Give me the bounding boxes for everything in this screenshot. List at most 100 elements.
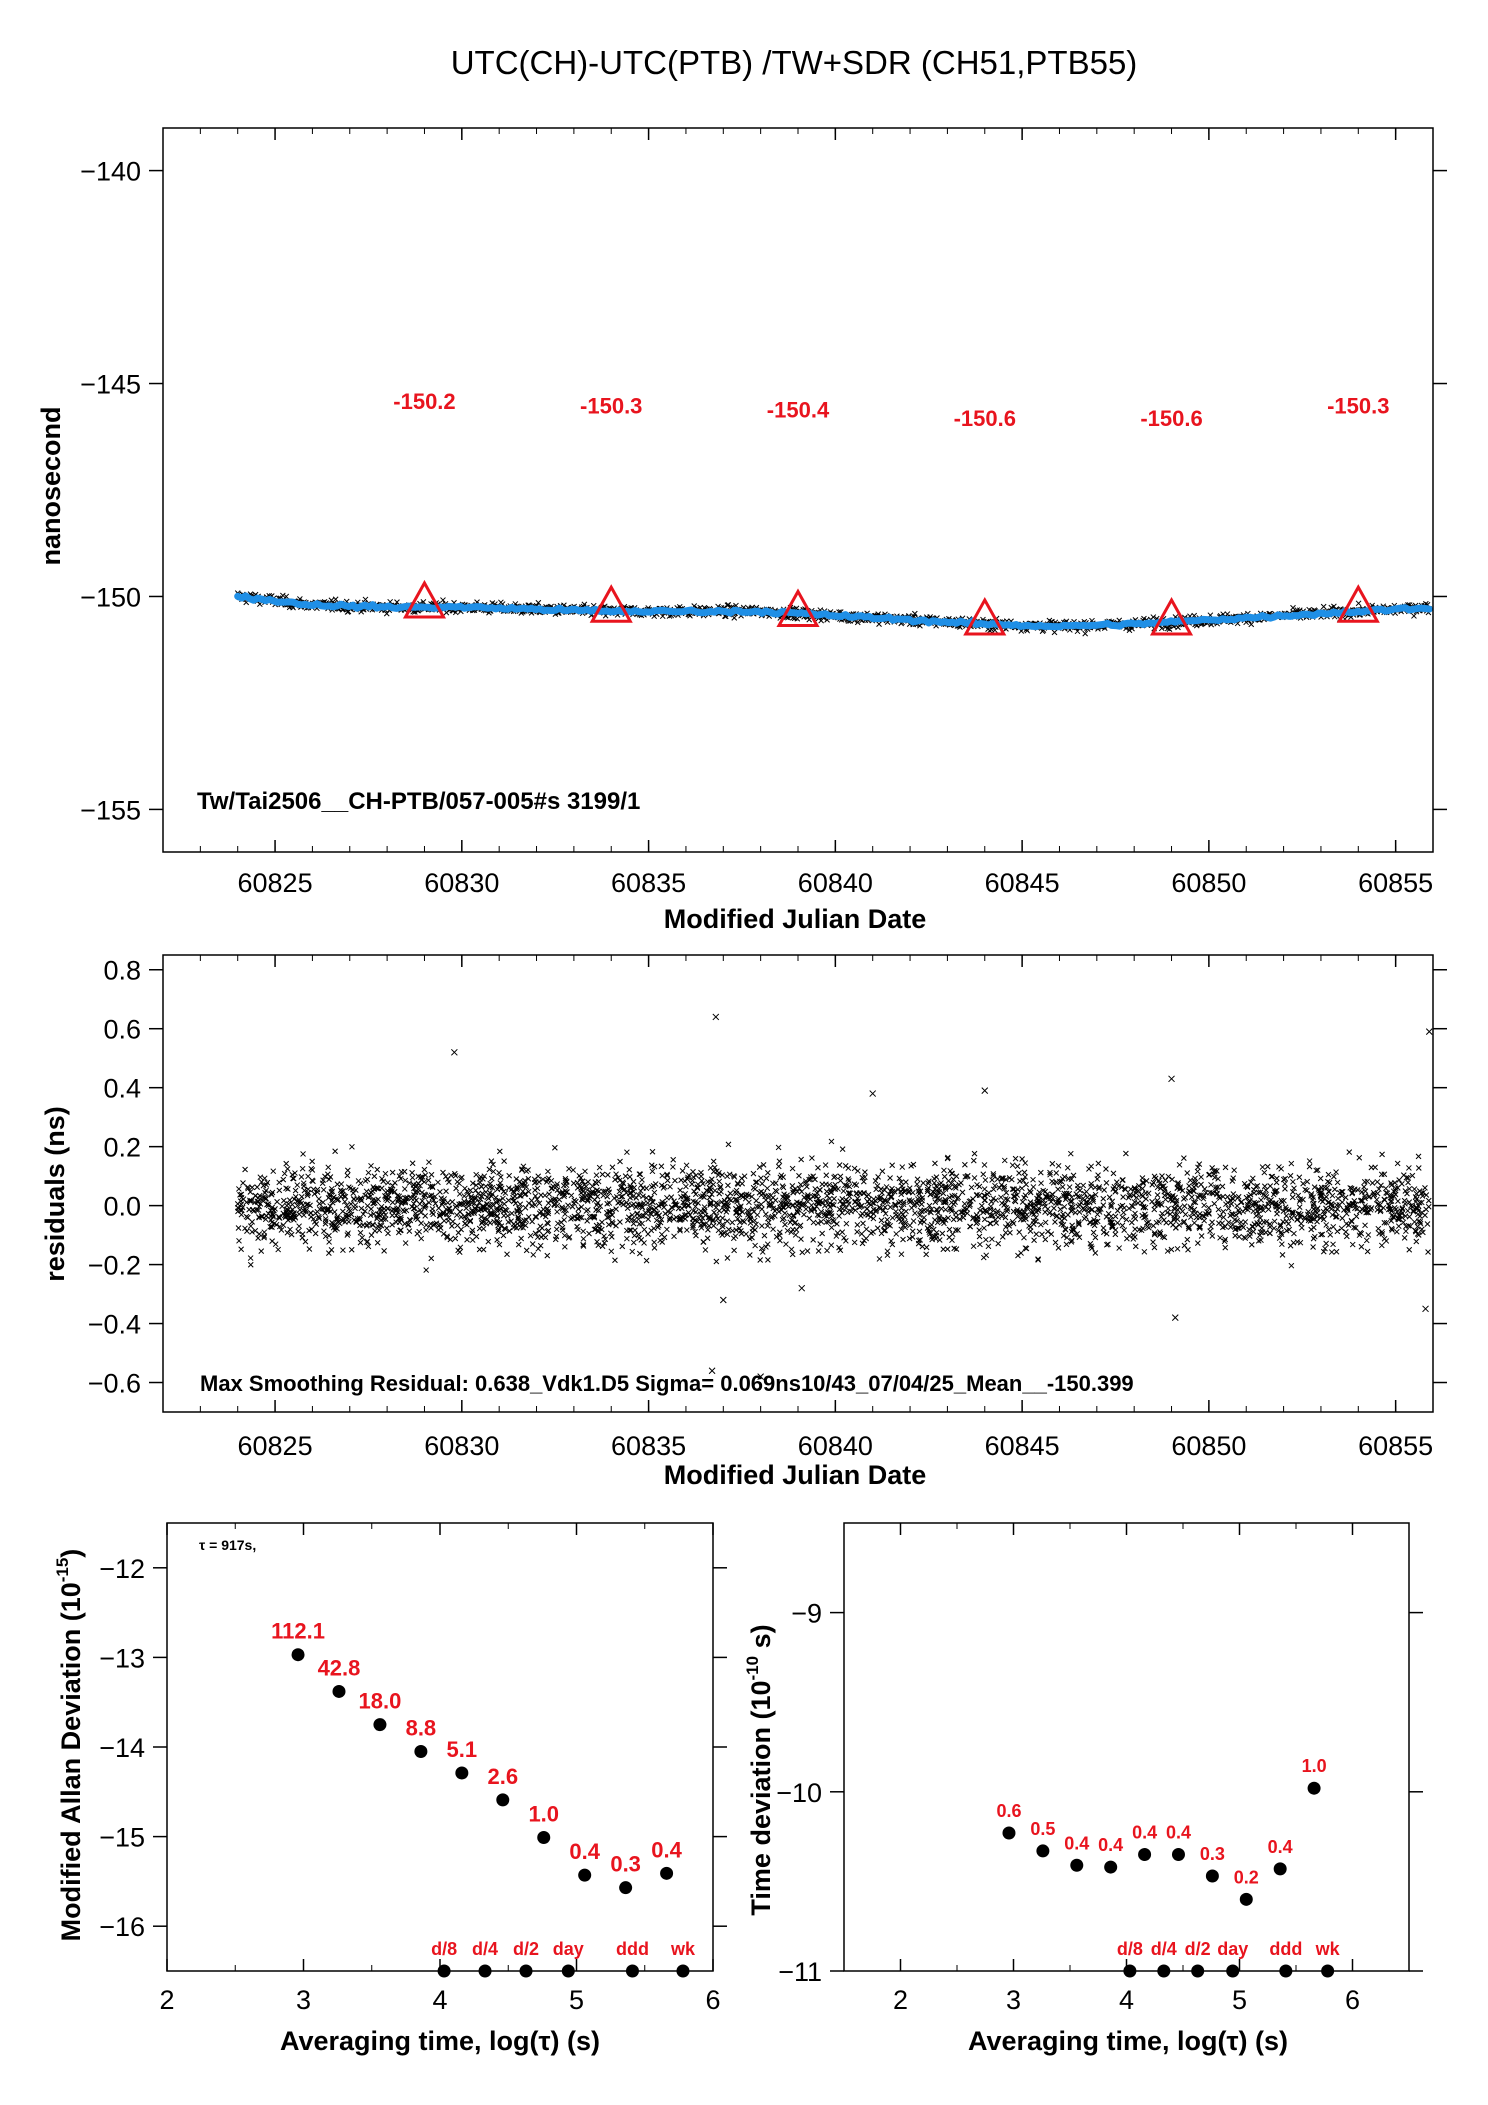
residual-outlier [719,1296,727,1304]
residual-point [752,1242,758,1249]
residual-point [321,1228,327,1234]
residual-point [1016,1170,1022,1176]
x-tick-label: 2 [893,1985,908,2015]
residual-point [662,1210,669,1217]
residual-point [747,1220,754,1226]
residual-point [295,1228,302,1235]
residual-point [770,1226,776,1233]
residual-point [837,1173,844,1180]
mdev-tau-note: τ = 917s, [199,1537,256,1553]
residual-point [1216,1220,1222,1227]
residual-point [758,1175,764,1181]
residual-point [1379,1151,1385,1158]
residual-point [298,1193,305,1200]
residual-point [244,1228,250,1235]
residual-point [556,1196,563,1203]
raw-point [452,609,459,616]
residual-point [788,1246,795,1253]
residual-point [280,1197,287,1204]
residual-point [1080,1182,1087,1189]
residual-point [719,1215,726,1221]
residual-point [535,1173,542,1180]
residual-point [1021,1234,1027,1241]
deviation-point [332,1684,346,1698]
residual-point [654,1224,661,1231]
residual-point [887,1175,893,1181]
residual-point [932,1160,938,1167]
y-tick-label: −0.6 [88,1369,141,1399]
residual-point [651,1245,658,1251]
residual-point [429,1206,436,1212]
residual-point [1415,1165,1422,1171]
residual-point [440,1169,446,1176]
residual-point [1083,1214,1089,1220]
residual-point [435,1179,441,1186]
residual-point [1159,1173,1165,1179]
residual-point [290,1175,297,1182]
residual-point [1181,1242,1188,1249]
residual-point [359,1234,366,1241]
residual-point [840,1188,847,1194]
residual-point [430,1211,437,1218]
residual-point [854,1168,861,1174]
residual-point [347,1185,354,1192]
residual-point [426,1159,432,1166]
residual-point [609,1164,616,1171]
deviation-value-label: 0.4 [1166,1823,1191,1843]
residual-point [1182,1194,1189,1201]
residual-point [1185,1246,1191,1253]
residual-point [828,1138,835,1145]
residual-point [981,1225,987,1231]
residual-point [1049,1160,1056,1167]
residual-point [1101,1187,1108,1193]
residual-point [272,1241,279,1248]
residual-point [632,1227,638,1234]
residual-point [817,1241,824,1247]
deviation-point [455,1766,469,1780]
residual-point [1291,1185,1297,1192]
deviation-point [373,1718,387,1732]
residual-point [494,1237,500,1243]
raw-point [283,593,290,600]
residual-point [325,1250,332,1256]
residual-point [312,1230,319,1237]
residual-point [823,1181,829,1188]
residual-point [706,1223,713,1229]
y-tick-label: −16 [99,1912,145,1942]
residual-point [421,1166,428,1173]
residual-point [1119,1222,1126,1229]
residual-point [1042,1236,1049,1243]
residual-point [402,1240,409,1246]
mdev-xlabel: Averaging time, log(τ) (s) [280,2026,600,2056]
residual-point [828,1242,835,1249]
deviation-point [496,1793,510,1807]
residual-point [1067,1150,1074,1157]
residual-point [513,1176,520,1182]
residual-point [1201,1217,1208,1224]
residual-point [710,1222,717,1229]
timeseries-panel: -150.2 -150.3 -150.4 -150.6 -150.6-150.3 608… [36,127,1447,934]
y-tick-label: −155 [80,795,141,825]
residual-point [467,1217,474,1224]
residual-point [823,1172,830,1179]
residual-point [1325,1171,1332,1178]
residual-point [374,1166,381,1173]
residual-point [369,1188,376,1195]
deviation-value-label: 1.0 [528,1801,559,1826]
residual-point [815,1248,822,1254]
residual-point [942,1206,949,1213]
residual-point [402,1177,409,1184]
residual-point [1259,1164,1266,1170]
x-tick-label: 6 [1345,1985,1360,2015]
raw-point [725,601,732,608]
residual-point [1100,1195,1107,1202]
residual-point [978,1202,985,1209]
residual-point [235,1225,242,1231]
residual-point [1334,1228,1341,1235]
residual-point [1279,1251,1286,1258]
residual-point [641,1240,647,1246]
residual-point [444,1199,451,1206]
residual-point [279,1203,285,1210]
residual-point [409,1160,416,1167]
residual-point [1114,1220,1121,1226]
